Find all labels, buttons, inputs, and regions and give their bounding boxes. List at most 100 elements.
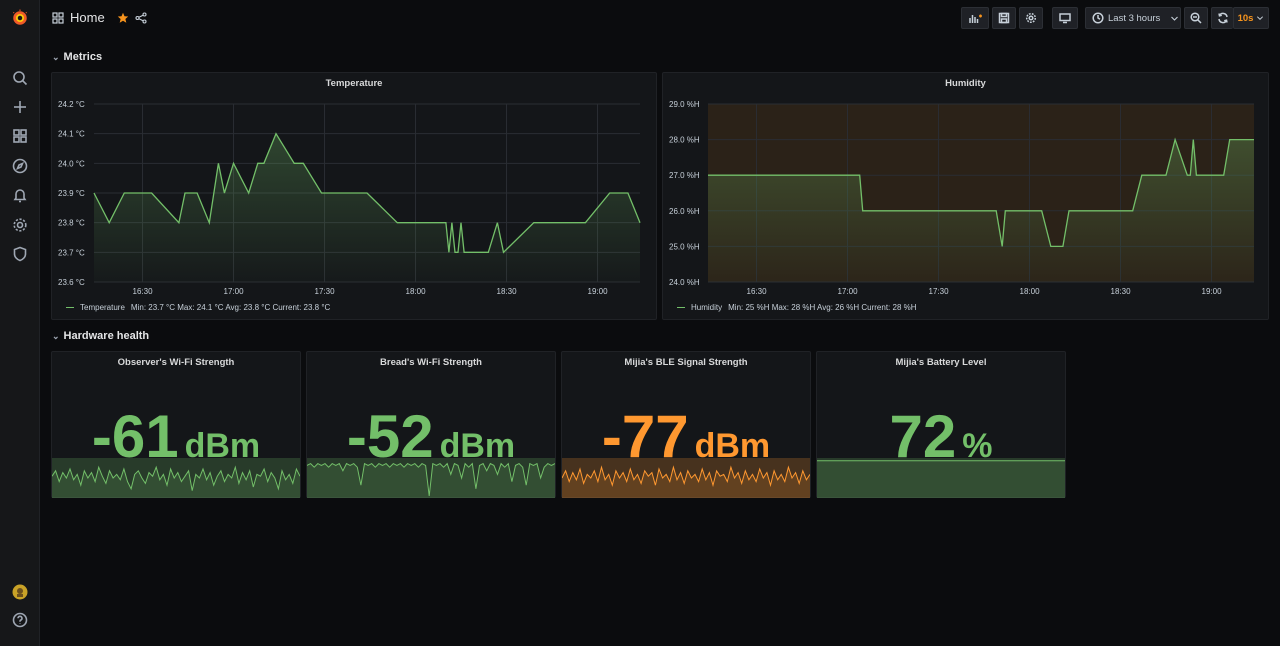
series-area-fill	[94, 133, 640, 282]
dashboard-settings-button[interactable]	[1019, 7, 1043, 29]
x-tick-label: 16:30	[747, 287, 768, 296]
zoom-out-button[interactable]	[1184, 7, 1208, 29]
temperature-legend[interactable]: Temperature Min: 23.7 °C Max: 24.1 °C Av…	[66, 303, 330, 312]
y-tick-label: 24.1 °C	[58, 130, 85, 139]
y-tick-label: 23.9 °C	[58, 189, 85, 198]
humidity-chart: 29.0 %H 28.0 %H 27.0 %H 26.0 %H 25.0 %H 24.0 …	[669, 100, 1254, 296]
share-icon[interactable]	[135, 11, 147, 24]
series-line[interactable]	[93, 132, 641, 254]
sparkline-background	[817, 458, 1065, 498]
sparkline-fill	[52, 467, 300, 498]
stat-unit: %	[962, 427, 993, 465]
y-tick-label: 24.0 %H	[669, 278, 700, 287]
time-range-label: Last 3 hours	[1108, 12, 1161, 24]
y-tick-label: 28.0 %H	[669, 136, 700, 145]
stat-sparkline	[52, 458, 300, 498]
humidity-legend-stats: Min: 25 %H Max: 28 %H Avg: 26 %H Current…	[728, 303, 917, 312]
stat-panel-observer-wifi[interactable]: Observer's Wi-Fi Strength -61 dBm	[51, 351, 301, 498]
stat-value: 72%	[817, 402, 1065, 471]
stat-number: -77	[601, 403, 689, 470]
x-tick-label: 17:30	[929, 287, 950, 296]
user-avatar[interactable]	[10, 582, 30, 602]
y-tick-label: 27.0 %H	[669, 171, 700, 180]
explore-compass-icon[interactable]	[10, 156, 30, 176]
y-tick-label: 23.6 °C	[58, 278, 85, 287]
dashboard-grid-icon	[52, 11, 64, 24]
sidebar	[0, 0, 40, 646]
refresh-interval-label: 10s	[1237, 12, 1254, 24]
legend-series-swatch	[66, 307, 74, 308]
stat-panel-bread-wifi[interactable]: Bread's Wi-Fi Strength -52 dBm	[306, 351, 556, 498]
stat-sparkline	[307, 458, 555, 498]
server-admin-shield-icon[interactable]	[10, 244, 30, 264]
alerting-bell-icon[interactable]	[10, 185, 30, 205]
temperature-panel[interactable]: Temperature 24.2 °C 24.1 °C 24.0 °C 23.9 °C…	[51, 72, 657, 320]
x-tick-label: 19:00	[1202, 287, 1223, 296]
clock-icon	[1092, 12, 1104, 24]
stat-sparkline	[817, 458, 1065, 498]
humidity-panel-title[interactable]: Humidity	[945, 78, 986, 89]
x-tick-label: 17:00	[838, 287, 859, 296]
y-tick-label: 24.0 °C	[58, 159, 85, 168]
sparkline-line	[52, 465, 300, 491]
stat-unit: dBm	[184, 427, 261, 465]
stat-number: -52	[346, 403, 434, 470]
chevron-down-icon	[1171, 16, 1179, 21]
x-tick-label: 17:00	[224, 287, 245, 296]
tv-mode-button[interactable]	[1052, 7, 1078, 29]
temperature-chart: 24.2 °C 24.1 °C 24.0 °C 23.9 °C 23.8 °C 23.7 …	[58, 100, 641, 296]
x-tick-label: 16:30	[133, 287, 154, 296]
zoom-out-icon	[1190, 12, 1202, 24]
stat-number: -61	[91, 403, 179, 470]
stat-unit: dBm	[439, 427, 516, 465]
y-tick-label: 26.0 %H	[669, 207, 700, 216]
chevron-down-icon	[1257, 16, 1264, 21]
series-line[interactable]	[708, 137, 1254, 248]
stat-panel-title[interactable]: Bread's Wi-Fi Strength	[380, 357, 482, 368]
stat-panel-mijia-ble[interactable]: Mijia's BLE Signal Strength -77 dBm	[561, 351, 811, 498]
y-tick-label: 25.0 %H	[669, 242, 700, 251]
row-metrics[interactable]: ⌄ Metrics	[52, 51, 102, 63]
legend-series-swatch	[677, 307, 685, 308]
y-tick-label: 29.0 %H	[669, 100, 700, 109]
search-icon[interactable]	[10, 68, 30, 88]
row-hardware-health[interactable]: ⌄ Hardware health	[52, 330, 149, 342]
sparkline-line	[307, 462, 555, 497]
row-hardware-health-title: Hardware health	[63, 330, 150, 342]
refresh-interval-picker[interactable]: 10s	[1233, 7, 1269, 29]
dashboard-title-area: Home	[52, 10, 147, 25]
add-panel-button[interactable]	[961, 7, 989, 29]
x-tick-label: 18:00	[1020, 287, 1041, 296]
stat-value: -52 dBm	[307, 402, 555, 471]
y-tick-label: 23.8 °C	[58, 219, 85, 228]
sparkline-fill	[817, 460, 1065, 498]
stat-panel-mijia-battery[interactable]: Mijia's Battery Level 72%	[816, 351, 1066, 498]
grafana-logo-icon[interactable]	[10, 8, 30, 28]
dashboards-icon[interactable]	[10, 126, 30, 146]
stat-unit: dBm	[694, 427, 771, 465]
stat-panel-title[interactable]: Mijia's BLE Signal Strength	[624, 357, 748, 368]
stat-value: -61 dBm	[52, 402, 300, 471]
save-dashboard-button[interactable]	[992, 7, 1016, 29]
dashboard-title[interactable]: Home	[70, 10, 105, 25]
temperature-panel-title[interactable]: Temperature	[325, 78, 383, 89]
humidity-legend[interactable]: Humidity Min: 25 %H Max: 28 %H Avg: 26 %…	[677, 303, 917, 312]
x-tick-label: 19:00	[588, 287, 609, 296]
refresh-icon	[1217, 12, 1228, 24]
stat-panel-title[interactable]: Observer's Wi-Fi Strength	[117, 357, 235, 368]
help-icon[interactable]	[10, 610, 30, 630]
y-tick-label: 24.2 °C	[58, 100, 85, 109]
temperature-legend-stats: Min: 23.7 °C Max: 24.1 °C Avg: 23.8 °C C…	[130, 303, 331, 312]
time-range-picker[interactable]: Last 3 hours	[1085, 7, 1181, 29]
create-plus-icon[interactable]	[10, 97, 30, 117]
stat-number: 72	[889, 403, 957, 470]
y-tick-label: 23.7 °C	[58, 248, 85, 257]
row-collapse-chevron-icon: ⌄	[52, 331, 60, 341]
stat-panel-title[interactable]: Mijia's Battery Level	[895, 357, 987, 368]
x-tick-label: 18:30	[497, 287, 518, 296]
temperature-legend-name: Temperature	[80, 303, 125, 312]
refresh-button[interactable]	[1211, 7, 1233, 29]
configuration-gear-icon[interactable]	[10, 215, 30, 235]
star-favorite-icon[interactable]	[117, 12, 129, 24]
humidity-panel[interactable]: Humidity 29.0 %H 28.0 %H 27.0 %H 26.0 %H 25.…	[662, 72, 1269, 320]
